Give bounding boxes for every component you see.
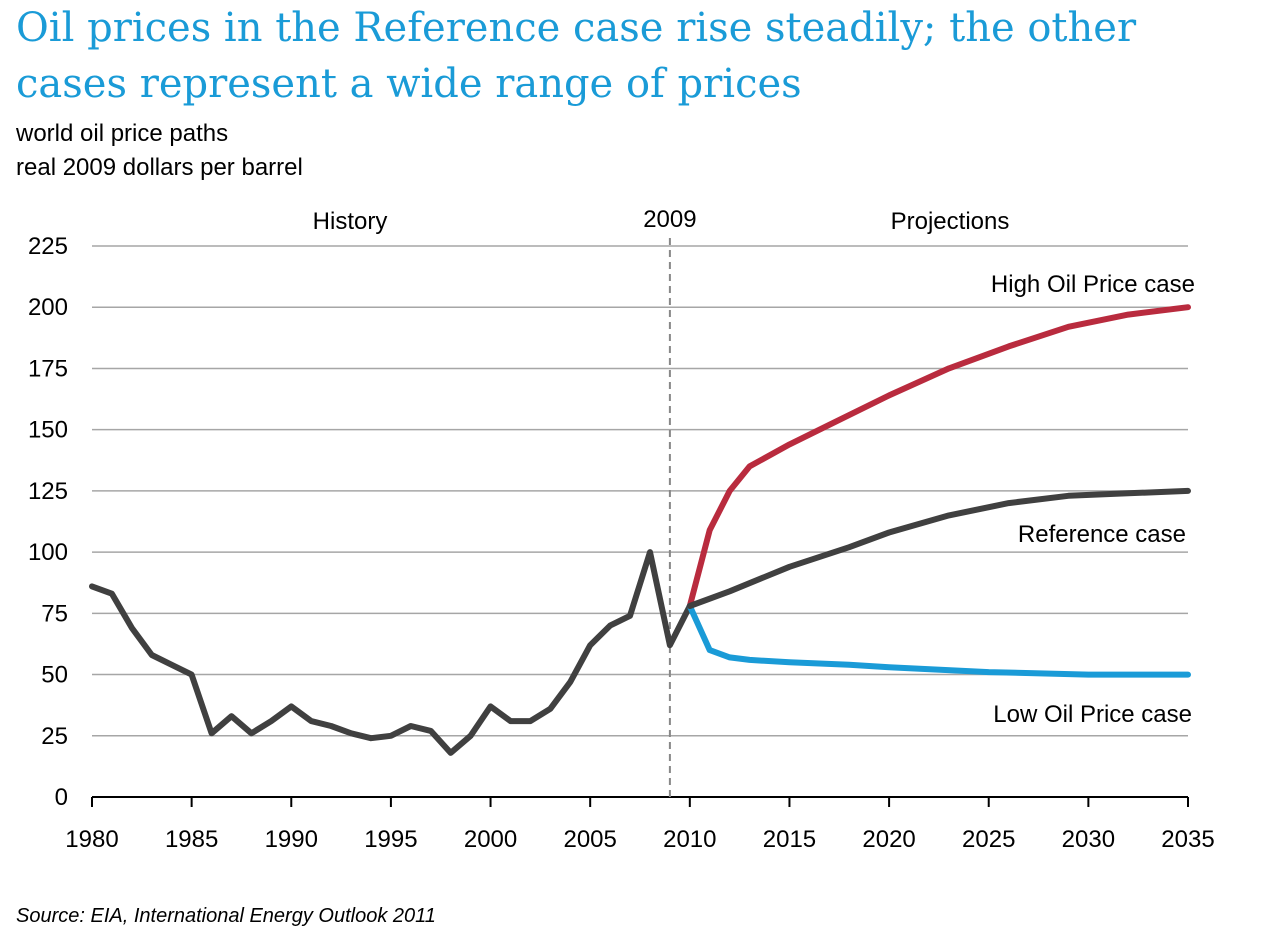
low-oil-price-line xyxy=(686,603,1191,678)
reference-case-label: Reference case xyxy=(1018,521,1186,548)
x-tick-label: 2025 xyxy=(962,826,1015,853)
x-tick-label: 2035 xyxy=(1161,826,1214,853)
y-tick-label: 125 xyxy=(28,478,68,505)
y-tick-label: 75 xyxy=(41,600,68,627)
chart-title: Oil prices in the Reference case rise st… xyxy=(16,5,1137,107)
chart-subtitle-line2: real 2009 dollars per barrel xyxy=(16,154,303,181)
x-tick-label: 2005 xyxy=(563,826,616,853)
reference-case-line xyxy=(686,487,1191,609)
high-oil-price-label: High Oil Price case xyxy=(991,271,1195,298)
x-tick-label: 2030 xyxy=(1062,826,1115,853)
series-labels: High Oil Price case Reference case Low O… xyxy=(991,271,1195,728)
y-tick-label: 200 xyxy=(28,294,68,321)
low-oil-price-label: Low Oil Price case xyxy=(993,701,1192,728)
x-axis: 1980 1985 1990 1995 2000 2005 2010 2015 2020 2025… xyxy=(65,796,1215,853)
projections-label: Projections xyxy=(891,208,1010,235)
y-tick-label: 100 xyxy=(28,539,68,566)
annotations: History 2009 Projections xyxy=(313,206,1010,797)
x-tick-label: 2015 xyxy=(763,826,816,853)
x-tick-label: 1990 xyxy=(265,826,318,853)
history-line xyxy=(89,549,693,756)
y-tick-label: 150 xyxy=(28,417,68,444)
source-note: Source: EIA, International Energy Outloo… xyxy=(16,905,436,927)
y-tick-label: 175 xyxy=(28,355,68,382)
y-tick-label: 50 xyxy=(41,662,68,689)
y-tick-label: 0 xyxy=(55,784,68,811)
history-label: History xyxy=(313,208,388,235)
grid-lines xyxy=(92,245,1188,737)
high-oil-price-line xyxy=(686,304,1191,609)
x-tick-label: 1980 xyxy=(65,826,118,853)
x-tick-label: 2020 xyxy=(862,826,915,853)
x-tick-label: 1985 xyxy=(165,826,218,853)
series-lines xyxy=(89,304,1191,756)
x-tick-label: 2000 xyxy=(464,826,517,853)
x-tick-label: 2010 xyxy=(663,826,716,853)
y-tick-label: 225 xyxy=(28,233,68,260)
chart-subtitle-line1: world oil price paths xyxy=(16,120,229,147)
x-tick-label: 1995 xyxy=(364,826,417,853)
divider-year-label: 2009 xyxy=(643,206,696,233)
y-tick-label: 25 xyxy=(41,723,68,750)
y-axis-ticks: 0 25 50 75 100 125 150 175 200 225 xyxy=(28,233,68,811)
